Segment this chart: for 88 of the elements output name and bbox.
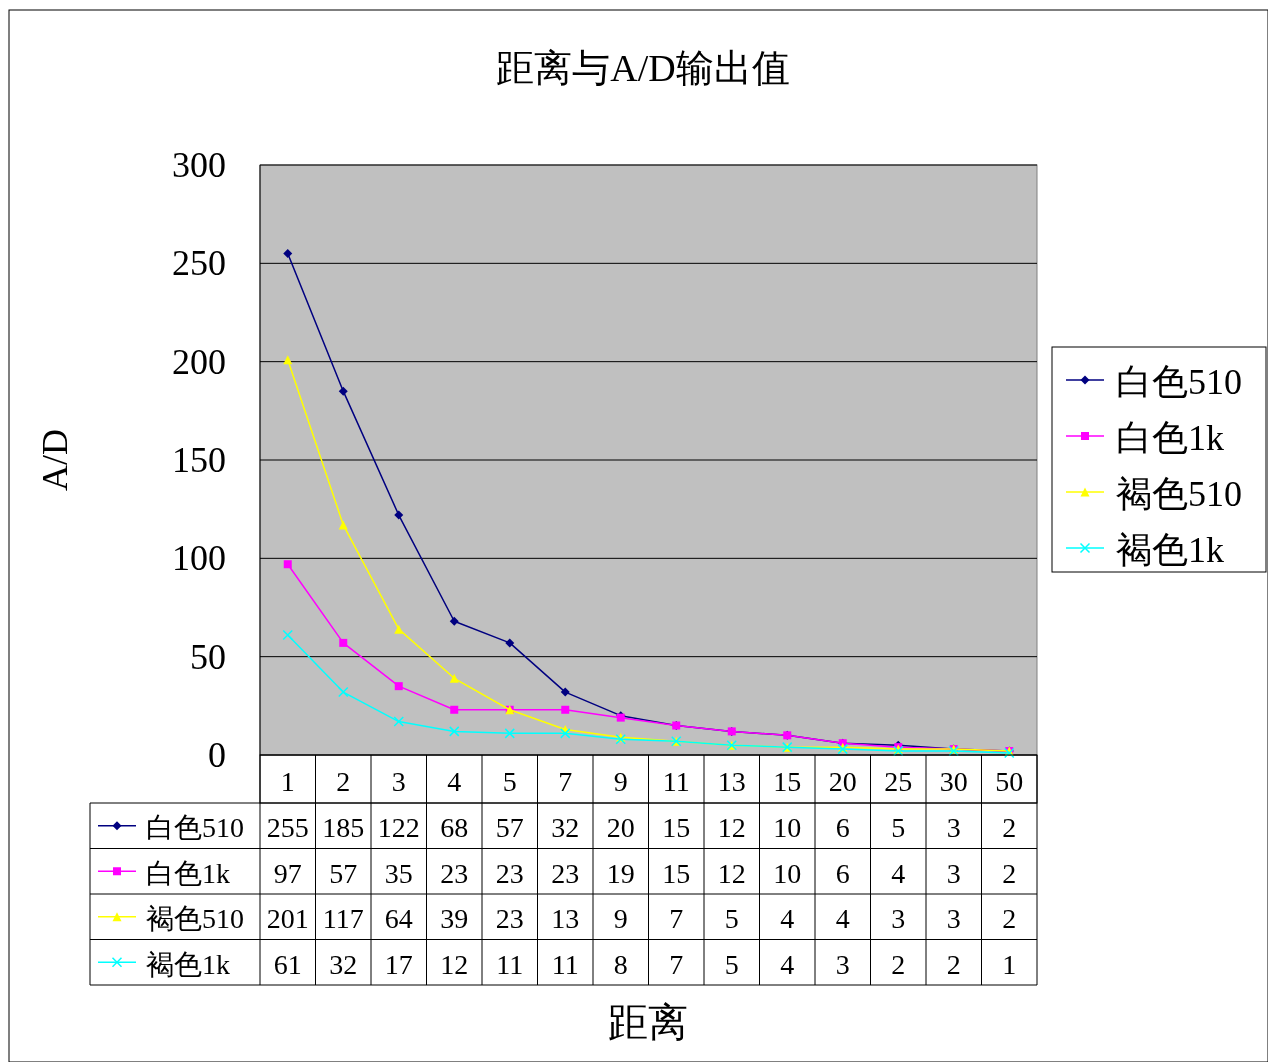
data-label: 12: [717, 812, 746, 844]
y-tick-label: 50: [190, 636, 226, 677]
data-label: 2: [891, 948, 906, 980]
data-label: 10: [773, 857, 802, 889]
data-label: 35: [384, 857, 413, 889]
text: 褐色1k: [146, 948, 230, 980]
data-label: 15: [662, 812, 691, 844]
data-label: 7: [669, 903, 684, 935]
x-tick-label: 1: [280, 765, 295, 797]
x-tick-label: 30: [939, 765, 968, 797]
legend-label: 白色1k: [146, 857, 230, 889]
x-tick-label: 7: [558, 765, 573, 797]
chart-title: 距离与A/D输出值: [496, 47, 790, 89]
data-label: 3: [946, 812, 961, 844]
data-label: 12: [440, 948, 469, 980]
data-label: 2: [946, 948, 961, 980]
x-tick-label: 5: [502, 765, 517, 797]
data-label: 117: [322, 903, 364, 935]
data-label: 6: [835, 812, 850, 844]
data-label: 3: [891, 903, 906, 935]
data-label: 4: [835, 903, 850, 935]
data-label: 201: [266, 903, 309, 935]
data-label: 20: [606, 812, 635, 844]
data-label: 23: [495, 857, 524, 889]
y-tick-label: 300: [172, 145, 226, 185]
data-label: 68: [440, 812, 469, 844]
y-tick-label: 200: [172, 341, 226, 382]
text: 褐色510: [146, 903, 244, 935]
data-label: 5: [724, 948, 739, 980]
data-label: 2: [1002, 903, 1017, 935]
y-axis-title: A/D: [35, 429, 75, 491]
x-tick-label: 13: [717, 765, 746, 797]
x-tick-label: 3: [391, 765, 406, 797]
data-label: 13: [551, 903, 580, 935]
data-label: 6: [835, 857, 850, 889]
data-label: 4: [780, 948, 795, 980]
data-label: 8: [613, 948, 628, 980]
data-label: 255: [266, 812, 309, 844]
data-label: 32: [551, 812, 580, 844]
data-label: 11: [551, 948, 579, 980]
data-label: 11: [496, 948, 524, 980]
data-label: 17: [384, 948, 413, 980]
y-tick-label: 250: [172, 243, 226, 284]
data-label: 4: [780, 903, 795, 935]
data-label: 32: [329, 948, 358, 980]
data-label: 57: [329, 857, 358, 889]
data-label: 1: [1002, 948, 1017, 980]
data-label: 185: [322, 812, 365, 844]
x-tick-label: 9: [613, 765, 628, 797]
legend-label: 褐色1k: [1116, 530, 1224, 570]
data-label: 2: [1002, 812, 1017, 844]
data-label: 3: [946, 857, 961, 889]
data-label: 5: [891, 812, 906, 844]
data-label: 9: [613, 903, 628, 935]
x-tick-label: 15: [773, 765, 802, 797]
x-tick-label: 2: [336, 765, 351, 797]
data-label: 23: [551, 857, 580, 889]
data-label: 7: [669, 948, 684, 980]
data-label: 3: [835, 948, 850, 980]
data-label: 3: [946, 903, 961, 935]
y-tick-label: 100: [172, 538, 226, 579]
data-label: 64: [384, 903, 413, 935]
x-tick-label: 4: [447, 765, 462, 797]
data-label: 39: [440, 903, 469, 935]
data-label: 122: [377, 812, 420, 844]
text: 距离: [608, 999, 688, 1045]
data-label: 2: [1002, 857, 1017, 889]
y-tick-label: 0: [208, 735, 226, 775]
x-tick-label: 25: [884, 765, 913, 797]
data-label: 57: [495, 812, 524, 844]
data-label: 12: [717, 857, 746, 889]
x-tick-label: 50: [995, 765, 1024, 797]
data-label: 10: [773, 812, 802, 844]
data-label: 19: [606, 857, 635, 889]
data-label: 97: [273, 857, 302, 889]
data-label: 4: [891, 857, 906, 889]
data-label: 23: [440, 857, 469, 889]
data-label: 5: [724, 903, 739, 935]
y-tick-label: 150: [172, 440, 226, 480]
x-tick-label: 20: [828, 765, 857, 797]
legend-label: 白色510: [146, 812, 244, 844]
text: 白色510: [1116, 362, 1242, 402]
data-label: 15: [662, 857, 691, 889]
data-label: 61: [273, 948, 302, 980]
data-label: 23: [495, 903, 524, 935]
legend-label: 褐色510: [1116, 474, 1242, 514]
x-tick-label: 11: [662, 765, 690, 797]
text: 白色1k: [1116, 418, 1224, 458]
